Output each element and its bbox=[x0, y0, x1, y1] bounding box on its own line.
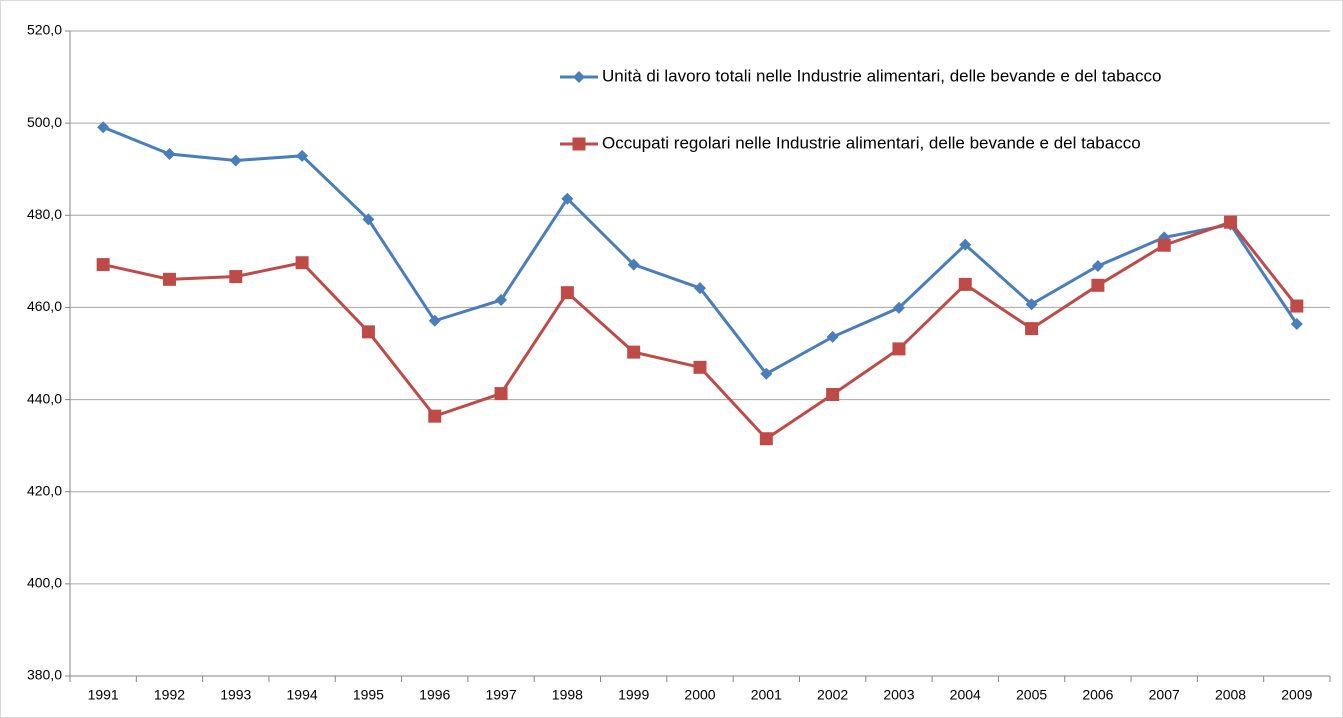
legend-label: Unità di lavoro totali nelle Industrie a… bbox=[602, 66, 1161, 85]
y-tick-label: 400,0 bbox=[27, 575, 62, 591]
marker bbox=[573, 71, 585, 83]
marker bbox=[959, 238, 972, 251]
marker bbox=[361, 325, 375, 339]
marker bbox=[693, 360, 707, 374]
x-tick-label: 1997 bbox=[485, 687, 516, 703]
x-tick-label: 2001 bbox=[751, 687, 782, 703]
x-tick-label: 1995 bbox=[353, 687, 384, 703]
legend-label: Occupati regolari nelle Industrie alimen… bbox=[602, 133, 1141, 152]
x-tick-label: 2009 bbox=[1281, 687, 1312, 703]
marker bbox=[627, 345, 641, 359]
marker bbox=[1091, 278, 1105, 292]
marker bbox=[1290, 318, 1303, 331]
x-tick-label: 1991 bbox=[88, 687, 119, 703]
marker bbox=[96, 258, 110, 272]
x-tick-label: 1992 bbox=[154, 687, 185, 703]
marker bbox=[494, 387, 508, 401]
x-tick-label: 2004 bbox=[950, 687, 981, 703]
y-tick-label: 500,0 bbox=[27, 114, 62, 130]
marker bbox=[495, 294, 508, 307]
marker bbox=[759, 432, 773, 446]
marker bbox=[163, 148, 176, 161]
x-tick-label: 2008 bbox=[1215, 687, 1246, 703]
marker bbox=[362, 213, 375, 226]
marker bbox=[958, 277, 972, 291]
y-tick-label: 480,0 bbox=[27, 206, 62, 222]
x-tick-label: 1998 bbox=[552, 687, 583, 703]
marker bbox=[162, 272, 176, 286]
marker bbox=[892, 342, 906, 356]
marker bbox=[826, 330, 839, 343]
marker bbox=[296, 149, 309, 162]
marker bbox=[694, 282, 706, 295]
y-tick-label: 520,0 bbox=[27, 22, 62, 38]
marker bbox=[1224, 215, 1238, 229]
x-tick-label: 1999 bbox=[618, 687, 649, 703]
y-tick-label: 440,0 bbox=[27, 390, 62, 406]
marker bbox=[1290, 299, 1304, 313]
marker bbox=[826, 388, 840, 402]
x-tick-label: 1993 bbox=[220, 687, 251, 703]
marker bbox=[295, 256, 309, 270]
marker bbox=[760, 367, 773, 380]
x-tick-label: 2007 bbox=[1149, 687, 1180, 703]
marker bbox=[229, 154, 242, 167]
y-tick-label: 420,0 bbox=[27, 482, 62, 498]
marker bbox=[1025, 322, 1039, 336]
marker bbox=[1091, 259, 1104, 272]
marker bbox=[428, 409, 442, 423]
x-tick-label: 2002 bbox=[817, 687, 848, 703]
marker bbox=[97, 121, 110, 134]
x-tick-label: 2003 bbox=[883, 687, 914, 703]
x-tick-label: 2006 bbox=[1082, 687, 1113, 703]
marker bbox=[229, 270, 243, 284]
marker bbox=[892, 301, 905, 314]
marker bbox=[1157, 238, 1171, 252]
marker bbox=[627, 258, 640, 271]
marker bbox=[572, 137, 586, 151]
x-tick-label: 1994 bbox=[287, 687, 318, 703]
marker bbox=[560, 286, 574, 300]
x-tick-label: 2000 bbox=[684, 687, 715, 703]
x-tick-label: 1996 bbox=[419, 687, 450, 703]
x-tick-label: 2005 bbox=[1016, 687, 1047, 703]
marker bbox=[428, 314, 441, 327]
y-tick-label: 380,0 bbox=[27, 667, 62, 683]
marker bbox=[1025, 298, 1038, 311]
marker bbox=[561, 192, 574, 205]
y-tick-label: 460,0 bbox=[27, 298, 62, 314]
